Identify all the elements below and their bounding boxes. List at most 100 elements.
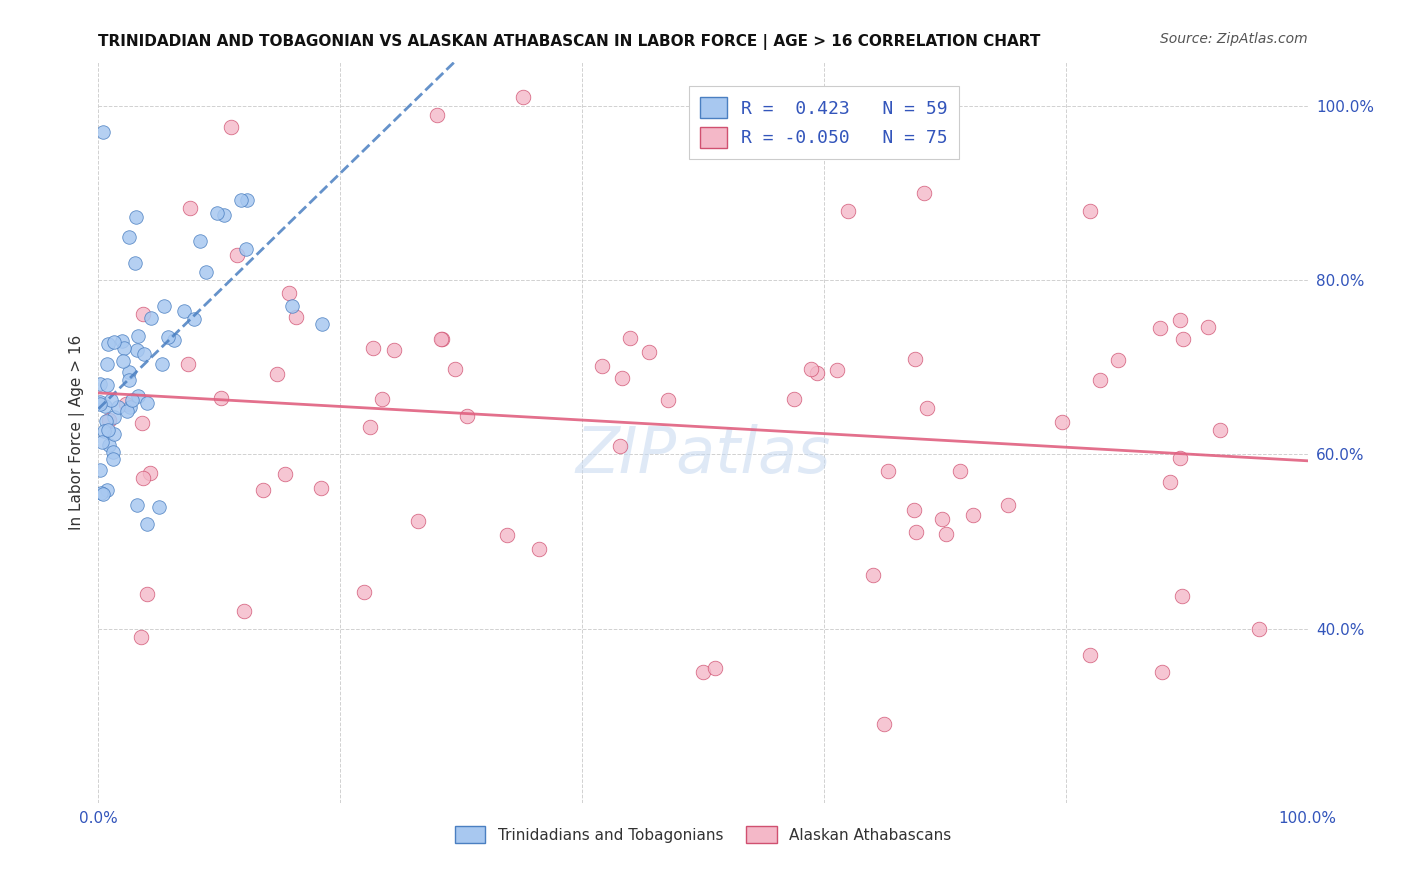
Text: ZIPatlas: ZIPatlas [575, 424, 831, 486]
Point [114, 397, 136, 411]
Point [1168, 313, 1191, 327]
Y-axis label: In Labor Force | Age > 16: In Labor Force | Age > 16 [69, 335, 84, 530]
Point [1052, 415, 1074, 429]
Point [426, 108, 449, 122]
Point [837, 203, 859, 218]
Legend: Trinidadians and Tobagonians, Alaskan Athabascans: Trinidadians and Tobagonians, Alaskan At… [447, 819, 959, 851]
Point [281, 299, 304, 313]
Point [136, 396, 159, 410]
Point [235, 242, 257, 256]
Point [96, 483, 118, 497]
Point [806, 366, 828, 380]
Point [205, 206, 228, 220]
Point [825, 363, 848, 377]
Point [1173, 332, 1195, 346]
Point [657, 393, 679, 408]
Point [997, 499, 1019, 513]
Point [931, 512, 953, 526]
Point [800, 362, 823, 376]
Point [209, 391, 232, 405]
Point [252, 483, 274, 498]
Point [619, 331, 641, 345]
Point [783, 392, 806, 406]
Point [1149, 321, 1171, 335]
Point [111, 334, 134, 348]
Point [1107, 353, 1129, 368]
Point [89, 376, 111, 391]
Point [118, 229, 141, 244]
Point [229, 193, 252, 207]
Point [704, 661, 727, 675]
Point [610, 371, 633, 385]
Point [103, 409, 125, 424]
Point [97, 413, 120, 427]
Point [638, 345, 661, 359]
Point [93, 425, 115, 439]
Point [692, 665, 714, 680]
Point [1159, 475, 1181, 490]
Point [100, 392, 122, 407]
Point [609, 438, 631, 452]
Text: Source: ZipAtlas.com: Source: ZipAtlas.com [1160, 32, 1308, 45]
Point [361, 341, 384, 355]
Point [129, 630, 152, 644]
Point [135, 587, 157, 601]
Point [309, 481, 332, 495]
Point [285, 310, 308, 324]
Point [97, 438, 120, 452]
Point [1209, 423, 1232, 437]
Point [877, 464, 900, 478]
Point [917, 401, 939, 415]
Point [949, 464, 972, 478]
Point [430, 332, 453, 346]
Point [148, 500, 170, 514]
Point [152, 299, 174, 313]
Point [89, 395, 111, 409]
Point [111, 353, 134, 368]
Point [135, 517, 157, 532]
Point [127, 343, 149, 357]
Point [124, 256, 146, 270]
Point [1168, 450, 1191, 465]
Point [430, 333, 453, 347]
Point [527, 541, 550, 556]
Point [103, 426, 125, 441]
Point [173, 304, 195, 318]
Point [183, 311, 205, 326]
Point [90, 485, 112, 500]
Point [214, 208, 236, 222]
Point [225, 247, 247, 261]
Point [157, 329, 180, 343]
Point [91, 125, 114, 139]
Point [131, 417, 153, 431]
Point [132, 471, 155, 485]
Point [127, 329, 149, 343]
Point [89, 463, 111, 477]
Point [150, 357, 173, 371]
Point [1197, 319, 1219, 334]
Point [496, 527, 519, 541]
Point [139, 311, 162, 326]
Point [1078, 648, 1101, 662]
Point [94, 399, 117, 413]
Point [311, 317, 333, 331]
Point [96, 414, 118, 428]
Point [862, 567, 884, 582]
Point [103, 334, 125, 349]
Point [97, 337, 120, 351]
Point [139, 466, 162, 480]
Point [112, 341, 135, 355]
Point [962, 508, 984, 523]
Point [1152, 665, 1174, 680]
Point [89, 397, 111, 411]
Point [117, 404, 139, 418]
Point [163, 333, 186, 347]
Point [101, 452, 124, 467]
Point [107, 400, 129, 414]
Point [903, 503, 925, 517]
Point [121, 392, 143, 407]
Point [91, 487, 114, 501]
Point [1170, 589, 1192, 603]
Point [96, 377, 118, 392]
Point [134, 346, 156, 360]
